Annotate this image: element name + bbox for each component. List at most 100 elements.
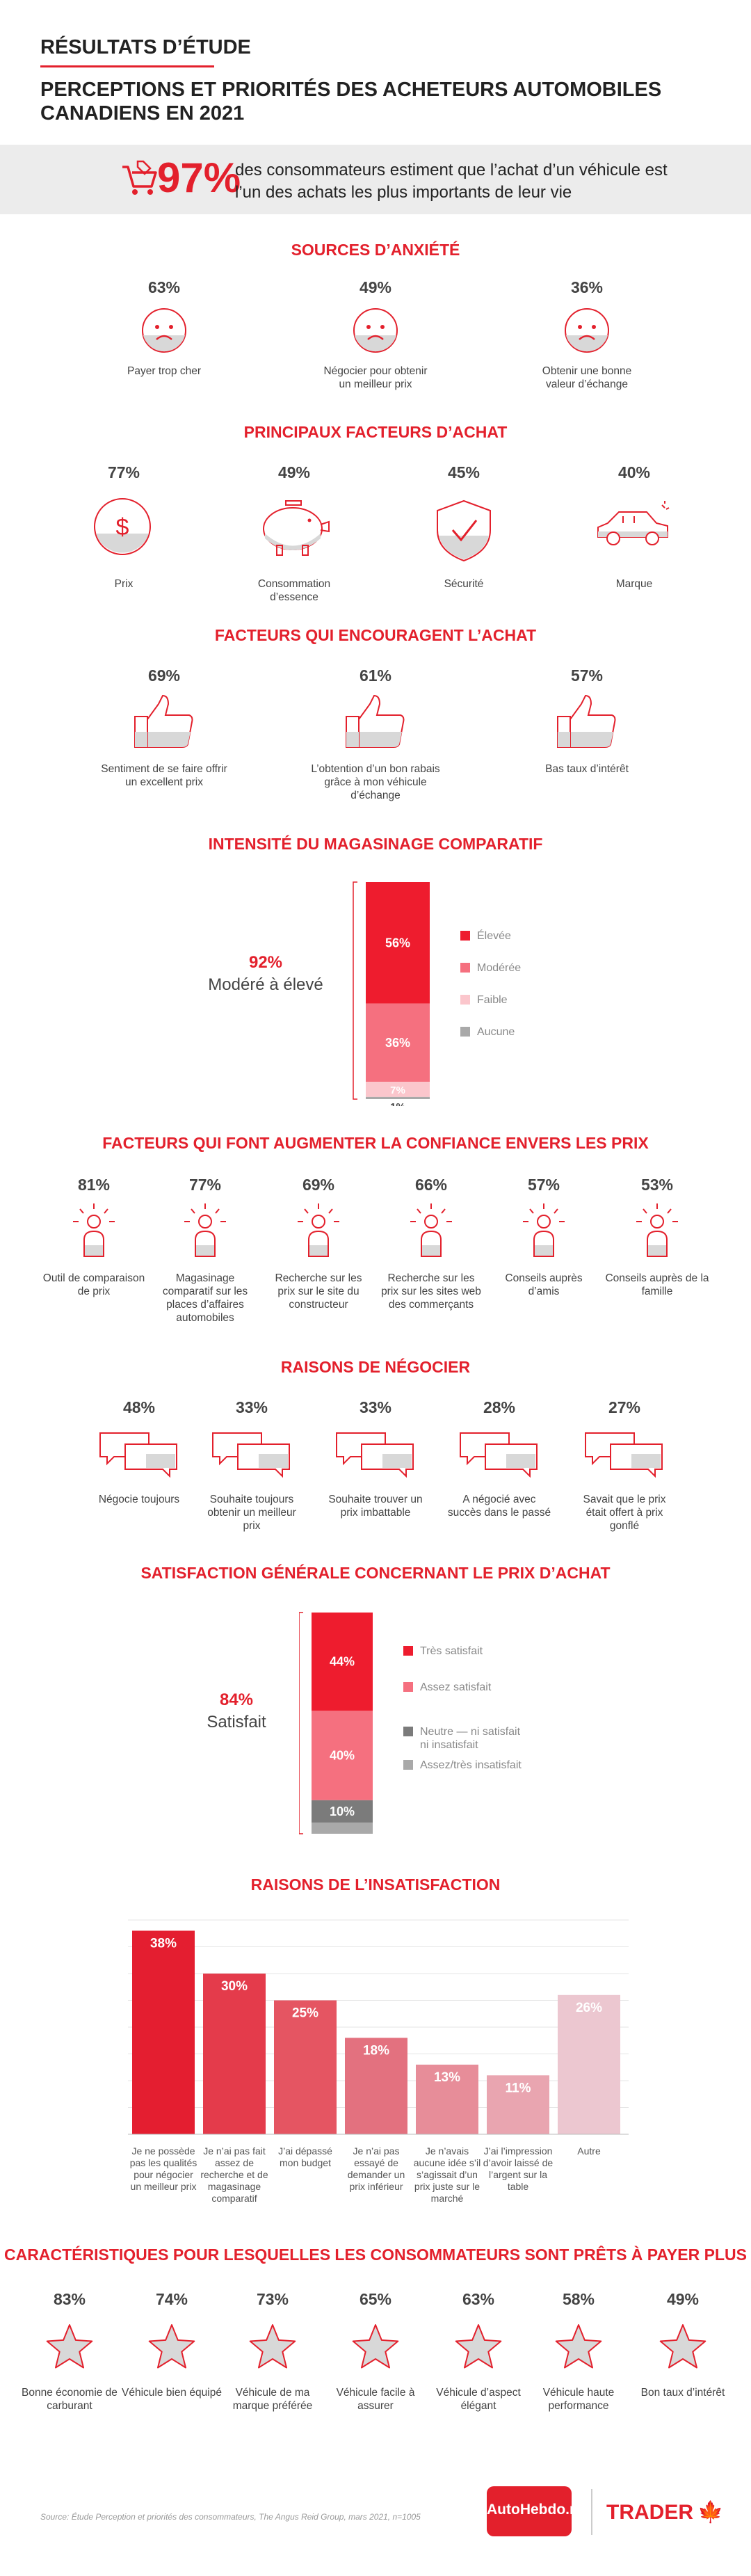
factor-pct: 40%	[617, 463, 651, 481]
negotiate-pct: 27%	[608, 1398, 641, 1416]
star-icon	[46, 2324, 93, 2369]
price-tag-icon: $	[94, 498, 151, 555]
banner-percentage: 97%	[157, 154, 241, 201]
satisfaction-big-pct: 84%	[219, 1690, 254, 1709]
speech-bubbles-icon	[585, 1432, 663, 1478]
section-title-anxiety: SOURCES D’ANXIÉTÉ	[291, 241, 460, 259]
speech-bubbles-icon	[212, 1432, 290, 1478]
dissatisfaction-bar	[132, 1930, 195, 2134]
dissatisfaction-bar	[345, 2038, 407, 2134]
speech-bubbles-icon	[336, 1432, 414, 1478]
pay-more-label: Bonne économie de carburant	[22, 2387, 118, 2412]
dissatisfaction-bar-value: 18%	[363, 2043, 389, 2058]
confidence-pct: 77%	[188, 1176, 222, 1194]
satisfaction-segment-label: 10%	[330, 1805, 355, 1818]
satisfaction-legend-label: Assez/très insatisfait	[420, 1759, 522, 1771]
satisfaction-legend-label: Assez satisfait	[420, 1681, 492, 1693]
dissatisfaction-bar-value: 13%	[434, 2070, 460, 2085]
dissatisfaction-bar	[203, 1974, 266, 2134]
pay-more-label: Véhicule haute performance	[542, 2387, 615, 2412]
satisfaction-segment	[312, 1613, 373, 1711]
confidence-label: Recherche sur les prix sur les sites web…	[381, 1272, 481, 1311]
pay-more-label: Véhicule de ma marque préférée	[232, 2387, 313, 2412]
sad-face-icon	[353, 308, 398, 353]
dissatisfaction-category-label: J’ai l’impression d’avoir laissé de l’ar…	[483, 2145, 554, 2192]
shopping-legend-label: Élevée	[477, 929, 511, 942]
shopping-legend-swatch	[460, 931, 470, 941]
anxiety-label: Négocier pour obtenir un meilleur prix	[323, 365, 428, 390]
pay-more-pct: 73%	[256, 2290, 289, 2308]
page-title: PERCEPTIONS ET PRIORITÉS DES ACHETEURS A…	[40, 79, 662, 125]
person-icon	[523, 1203, 565, 1257]
dissatisfaction-bar	[274, 2000, 337, 2134]
confidence-pct: 53%	[640, 1176, 674, 1194]
section-title-pay-more: CARACTÉRISTIQUES POUR LESQUELLES LES CON…	[4, 2246, 747, 2264]
thumbs-up-icon	[346, 694, 405, 748]
satisfaction-legend-swatch	[403, 1646, 413, 1656]
negotiate-pct: 33%	[359, 1398, 392, 1416]
satisfaction-big-label: Satisfait	[207, 1713, 266, 1731]
shield-icon	[437, 499, 491, 562]
section-title-shopping: INTENSITÉ DU MAGASINAGE COMPARATIF	[208, 835, 543, 853]
source-note: Source: Étude Perception et priorités de…	[40, 2512, 421, 2522]
confidence-label: Conseils auprès d’amis	[505, 1272, 583, 1297]
factor-label: Marque	[615, 578, 653, 590]
shopping-segment	[366, 1096, 430, 1099]
satisfaction-bracket	[299, 1612, 303, 1834]
pay-more-pct: 83%	[53, 2290, 86, 2308]
banner-text: des consommateurs estiment que l’achat d…	[235, 161, 668, 202]
anxiety-label: Payer trop cher	[127, 365, 201, 377]
dissatisfaction-bar-value: 25%	[292, 2006, 318, 2021]
satisfaction-legend-label: Neutre — ni satisfait	[420, 1726, 521, 1738]
pay-more-pct: 74%	[155, 2290, 188, 2308]
trader-logo[interactable]: TRADER 🍁	[606, 2500, 723, 2525]
star-icon	[352, 2324, 399, 2369]
shopping-segment-label: 36%	[385, 1036, 410, 1050]
dissatisfaction-category-label: J’ai dépassé mon budget	[278, 2145, 332, 2168]
section-title-confidence: FACTEURS QUI FONT AUGMENTER LA CONFIANCE…	[102, 1134, 649, 1152]
car-icon	[597, 501, 670, 545]
encourage-pct: 57%	[570, 666, 604, 685]
shopping-intensity-chart: 56% 36% 7% 1% Élevée Modérée Faible Aucune	[353, 881, 521, 1106]
pay-more-pct: 49%	[666, 2290, 700, 2308]
shopping-legend-swatch	[460, 1027, 470, 1037]
factor-label: Consommation d’essence	[257, 578, 331, 603]
satisfaction-legend-label: Très satisfait	[420, 1645, 483, 1657]
pay-more-label: Bon taux d’intérêt	[640, 2387, 725, 2399]
satisfaction-segment	[312, 1711, 373, 1800]
dissatisfaction-bar-value: 11%	[506, 2081, 531, 2095]
encourage-pct: 69%	[147, 666, 181, 685]
section-title-dissatisfaction: RAISONS DE L’INSATISFACTION	[250, 1875, 501, 1894]
svg-text:$: $	[116, 514, 129, 541]
satisfaction-legend-label: ni insatisfait	[420, 1739, 478, 1751]
dissatisfaction-category-label: Autre	[577, 2145, 601, 2157]
negotiate-pct: 28%	[483, 1398, 516, 1416]
shopping-segment	[366, 882, 430, 1004]
kicker-rule	[40, 65, 214, 67]
section-title-factors: PRINCIPAUX FACTEURS D’ACHAT	[243, 423, 508, 441]
shopping-legend-swatch	[460, 995, 470, 1005]
star-icon	[659, 2324, 706, 2369]
pay-more-label: Véhicule facile à assurer	[336, 2387, 415, 2412]
factor-pct: 77%	[107, 463, 140, 481]
pay-more-label: Véhicule bien équipé	[122, 2387, 222, 2399]
encourage-label: L’obtention d’un bon rabais grâce à mon …	[311, 763, 440, 801]
factor-pct: 45%	[447, 463, 481, 481]
autohebdo-logo[interactable]: AutoHebdo.net	[487, 2486, 591, 2536]
confidence-pct: 66%	[414, 1176, 448, 1194]
confidence-pct: 57%	[527, 1176, 560, 1194]
negotiate-label: Négocie toujours	[98, 1494, 180, 1505]
sad-face-icon	[142, 308, 186, 353]
logo-divider	[591, 2489, 592, 2535]
satisfaction-segment-label: 44%	[330, 1655, 355, 1669]
banner	[0, 145, 751, 214]
pay-more-pct: 63%	[462, 2290, 495, 2308]
confidence-pct: 81%	[77, 1176, 111, 1194]
confidence-label: Magasinage comparatif sur les places d’a…	[162, 1272, 248, 1324]
trader-wordmark: TRADER	[606, 2501, 693, 2524]
shopping-segment-label: 7%	[390, 1085, 405, 1096]
star-icon	[455, 2324, 502, 2369]
dissatisfaction-category-label: Je n’avais aucune idée s’il s’agissait d…	[413, 2145, 481, 2204]
negotiate-label: A négocié avec succès dans le passé	[447, 1494, 551, 1519]
